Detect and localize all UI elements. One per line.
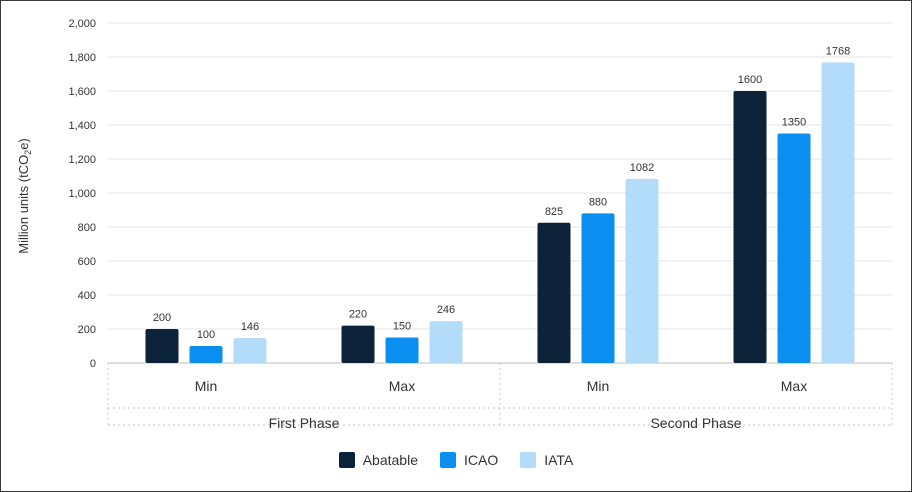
y-tick-label: 600 bbox=[78, 256, 96, 268]
category-label: Max bbox=[781, 378, 807, 394]
y-tick-label: 1,600 bbox=[68, 86, 96, 98]
bar-icao bbox=[385, 337, 419, 363]
data-labels: 200 100 146 220 150 246 825 880 1082 1600 1350 1768 bbox=[153, 45, 850, 341]
bar-iata bbox=[233, 338, 267, 363]
bar-iata bbox=[429, 321, 463, 363]
y-tick-label: 1,000 bbox=[68, 188, 96, 200]
legend-swatch-iata bbox=[520, 452, 537, 468]
data-label: 825 bbox=[545, 206, 563, 218]
y-tick-label: 200 bbox=[78, 324, 96, 336]
bar-abatable bbox=[537, 222, 571, 363]
legend-swatch-icao bbox=[440, 452, 456, 468]
legend-item-iata: IATA bbox=[520, 452, 573, 468]
bar-iata bbox=[625, 179, 659, 363]
y-tick-label: 1,800 bbox=[68, 52, 96, 64]
y-tick-label: 1,400 bbox=[68, 120, 96, 132]
category-label: Min bbox=[587, 378, 610, 394]
bar-abatable bbox=[733, 91, 767, 363]
group-label: Second Phase bbox=[650, 415, 741, 431]
legend-item-abatable: Abatable bbox=[338, 452, 418, 468]
y-tick-label: 1,200 bbox=[68, 154, 96, 166]
data-label: 220 bbox=[349, 309, 367, 321]
data-label: 246 bbox=[437, 304, 455, 316]
data-label: 1768 bbox=[826, 45, 850, 57]
bar-icao bbox=[777, 133, 811, 363]
bar-abatable bbox=[145, 329, 179, 363]
y-axis-label: Million units (tCO2e) bbox=[16, 138, 33, 254]
data-label: 1082 bbox=[630, 162, 654, 174]
data-label: 100 bbox=[197, 329, 215, 341]
legend-label-icao: ICAO bbox=[464, 452, 499, 468]
y-tick-label: 0 bbox=[90, 358, 96, 370]
data-label: 146 bbox=[241, 321, 259, 333]
y-tick-label: 400 bbox=[78, 290, 96, 302]
legend-label-abatable: Abatable bbox=[362, 452, 418, 468]
category-label: Min bbox=[195, 378, 218, 394]
bar-icao bbox=[189, 346, 223, 363]
bar-abatable bbox=[341, 325, 375, 363]
data-label: 880 bbox=[589, 196, 607, 208]
legend-label-iata: IATA bbox=[544, 452, 574, 468]
category-label: Max bbox=[389, 378, 415, 394]
bars bbox=[145, 62, 855, 363]
data-label: 1600 bbox=[738, 74, 762, 86]
legend-swatch-abatable bbox=[338, 452, 355, 468]
y-tick-label: 800 bbox=[78, 222, 96, 234]
legend: Abatable ICAO IATA bbox=[0, 452, 912, 468]
legend-item-icao: ICAO bbox=[440, 452, 498, 468]
category-axis: Min Max Min Max First Phase Second Phase bbox=[107, 363, 893, 431]
y-tick-label: 2,000 bbox=[68, 18, 96, 30]
y-axis-ticks: 0 200 400 600 800 1,000 1,200 1,400 1,600 1,800 2,… bbox=[68, 18, 96, 370]
bar-icao bbox=[581, 213, 615, 363]
gridlines bbox=[108, 22, 892, 364]
data-label: 200 bbox=[153, 312, 171, 324]
data-label: 150 bbox=[393, 321, 411, 333]
data-label: 1350 bbox=[782, 117, 806, 129]
group-label: First Phase bbox=[269, 415, 340, 431]
bar-iata bbox=[821, 62, 855, 363]
